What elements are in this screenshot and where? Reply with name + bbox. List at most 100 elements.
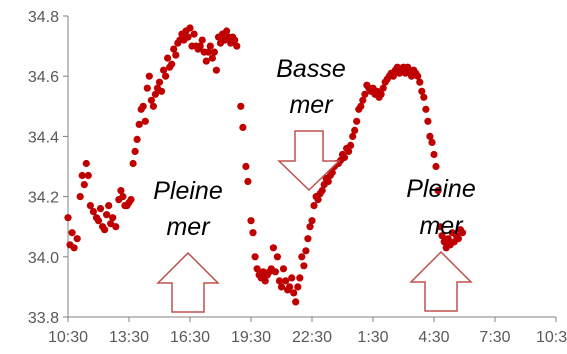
data-point bbox=[428, 138, 436, 146]
annotation-1-line1: Pleine bbox=[153, 177, 223, 205]
data-point bbox=[73, 235, 81, 243]
data-point bbox=[68, 229, 76, 237]
y-tick-label: 34.6 bbox=[28, 69, 59, 86]
annotation-basse-mer: Basse mer bbox=[276, 55, 346, 192]
data-point bbox=[64, 214, 72, 222]
x-axis: 10:30 13:30 16:30 19:30 22:30 1:30 4:30 7:30 10:… bbox=[48, 316, 567, 346]
data-point bbox=[286, 283, 294, 291]
data-point bbox=[296, 274, 304, 282]
data-point bbox=[314, 196, 322, 204]
data-point bbox=[135, 120, 143, 128]
data-point bbox=[318, 187, 326, 195]
data-point bbox=[112, 223, 120, 231]
data-point bbox=[302, 247, 310, 255]
data-point bbox=[308, 217, 316, 225]
data-point bbox=[416, 78, 424, 86]
data-point bbox=[359, 96, 367, 104]
data-point bbox=[210, 48, 218, 56]
data-point bbox=[244, 177, 252, 186]
x-tick-label: 10:30 bbox=[48, 329, 88, 346]
data-point bbox=[139, 102, 147, 110]
data-point bbox=[117, 187, 125, 195]
data-point bbox=[101, 226, 109, 234]
data-point bbox=[196, 42, 204, 50]
data-point bbox=[141, 117, 149, 125]
data-point bbox=[89, 208, 97, 216]
data-point bbox=[430, 150, 438, 159]
data-point bbox=[340, 153, 349, 162]
data-point bbox=[119, 193, 127, 201]
data-point bbox=[288, 274, 296, 282]
data-point bbox=[351, 126, 359, 134]
data-point bbox=[424, 117, 432, 125]
data-point bbox=[298, 253, 306, 261]
data-point bbox=[306, 223, 314, 231]
data-point bbox=[328, 168, 336, 177]
data-point bbox=[208, 54, 216, 62]
data-point bbox=[436, 223, 444, 231]
x-tick-label: 10:30 bbox=[536, 329, 567, 346]
data-point bbox=[275, 277, 284, 285]
x-tick-label: 4:30 bbox=[418, 329, 449, 346]
data-points bbox=[64, 24, 467, 306]
data-point bbox=[86, 202, 94, 210]
data-point bbox=[186, 24, 194, 32]
data-point bbox=[282, 277, 290, 285]
y-tick-label: 34.8 bbox=[28, 9, 59, 26]
x-tick-label: 1:30 bbox=[357, 329, 388, 346]
data-point bbox=[168, 60, 176, 68]
data-point bbox=[172, 51, 180, 59]
data-point bbox=[129, 159, 137, 168]
annotation-3-line2: mer bbox=[419, 212, 464, 240]
data-point bbox=[361, 90, 369, 98]
data-point bbox=[242, 162, 250, 171]
data-point bbox=[198, 36, 206, 44]
annotation-2-line1: Basse bbox=[276, 55, 345, 83]
data-point bbox=[206, 42, 214, 50]
data-point bbox=[212, 66, 220, 74]
data-point bbox=[237, 102, 245, 110]
data-point bbox=[190, 30, 198, 38]
data-point bbox=[292, 298, 300, 306]
data-point bbox=[247, 217, 255, 225]
data-point bbox=[76, 193, 84, 201]
data-point bbox=[251, 253, 259, 261]
data-point bbox=[109, 214, 117, 222]
data-point bbox=[269, 244, 277, 252]
data-point bbox=[273, 253, 281, 261]
data-point bbox=[204, 48, 212, 56]
data-point bbox=[345, 147, 353, 155]
data-point bbox=[82, 159, 90, 168]
data-point bbox=[160, 66, 168, 74]
data-point bbox=[184, 33, 192, 41]
x-tick-label: 7:30 bbox=[479, 329, 510, 346]
x-tick-label: 16:30 bbox=[170, 329, 210, 346]
y-axis: 33.8 34.0 34.2 34.4 34.6 34.8 bbox=[28, 9, 69, 327]
annotation-3-line1: Pleine bbox=[406, 175, 476, 203]
data-point bbox=[357, 102, 365, 110]
data-point bbox=[202, 57, 210, 65]
data-point bbox=[377, 90, 385, 98]
data-point bbox=[414, 72, 422, 80]
data-point bbox=[157, 87, 166, 95]
data-point bbox=[103, 211, 111, 219]
data-point bbox=[96, 205, 105, 213]
data-point bbox=[80, 181, 88, 189]
data-point bbox=[253, 265, 261, 273]
data-point bbox=[233, 42, 241, 50]
data-point bbox=[231, 36, 239, 44]
arrow-up-icon bbox=[409, 250, 473, 312]
data-point bbox=[347, 141, 355, 149]
y-tick-label: 34.0 bbox=[28, 250, 59, 267]
data-point bbox=[149, 102, 157, 110]
data-point bbox=[454, 235, 462, 243]
data-point bbox=[105, 202, 113, 210]
data-point bbox=[279, 265, 288, 273]
data-point bbox=[458, 229, 467, 237]
y-tick-label: 34.2 bbox=[28, 190, 59, 207]
data-point bbox=[277, 283, 286, 291]
data-point bbox=[84, 171, 92, 180]
data-point bbox=[290, 289, 298, 297]
data-point bbox=[422, 105, 430, 113]
annotation-2-line2: mer bbox=[289, 91, 334, 119]
